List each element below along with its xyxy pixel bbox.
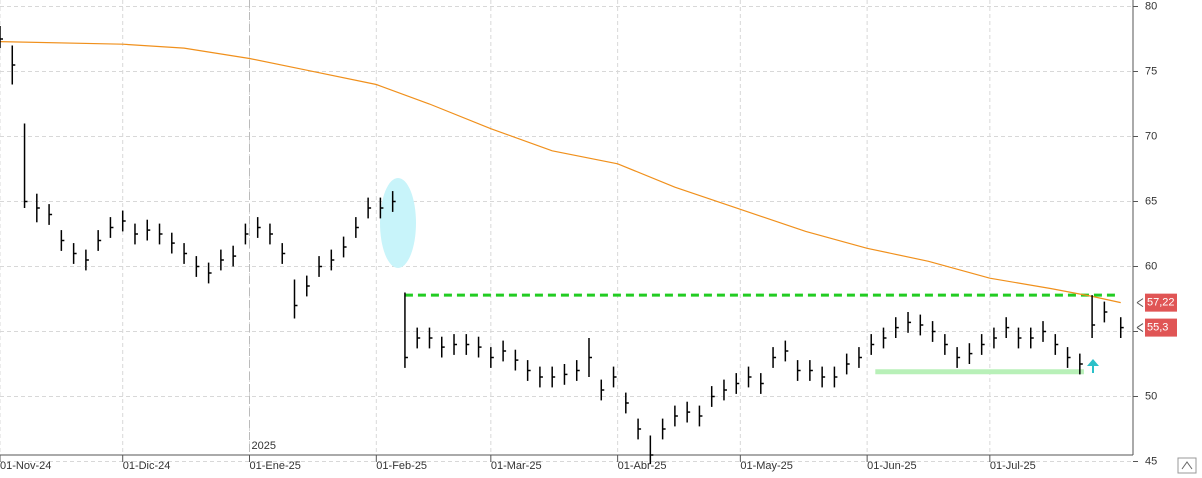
price-label-pointer xyxy=(1136,298,1144,308)
x-tick-label: 01-May-25 xyxy=(740,460,793,472)
price-label-box xyxy=(1145,318,1177,337)
highlight-ellipse xyxy=(380,178,416,268)
x-tick-label: 01-Dic-24 xyxy=(123,460,171,472)
y-tick-label: 65 xyxy=(1145,195,1157,207)
x-tick-label: 01-Abr-25 xyxy=(618,460,667,472)
price-label-box xyxy=(1145,293,1177,312)
x-tick-label: 01-Jun-25 xyxy=(867,460,917,472)
y-tick-label: 70 xyxy=(1145,130,1157,142)
y-tick-label: 80 xyxy=(1145,0,1157,12)
year-marker-label: 2025 xyxy=(252,440,276,452)
price-label: 55,3 xyxy=(1147,322,1168,334)
price-label: 57,22 xyxy=(1147,297,1175,309)
grid xyxy=(0,0,1133,462)
x-tick-label: 01-Mar-25 xyxy=(491,460,542,472)
y-tick-label: 75 xyxy=(1145,65,1157,77)
price-label-pointer xyxy=(1136,323,1144,333)
x-tick-label: 01-Jul-25 xyxy=(990,460,1036,472)
arrow-icon xyxy=(1087,359,1099,373)
y-tick-label: 60 xyxy=(1145,260,1157,272)
moving-average-line xyxy=(0,41,1121,304)
y-tick-label: 50 xyxy=(1145,390,1157,402)
corner-icon[interactable] xyxy=(1177,457,1197,474)
y-tick-label: 45 xyxy=(1145,455,1157,467)
x-tick-label: 01-Ene-25 xyxy=(250,460,301,472)
x-tick-label: 01-Feb-25 xyxy=(376,460,427,472)
x-tick-label: 01-Nov-24 xyxy=(0,460,51,472)
corner-icon-glyph xyxy=(1181,461,1193,470)
